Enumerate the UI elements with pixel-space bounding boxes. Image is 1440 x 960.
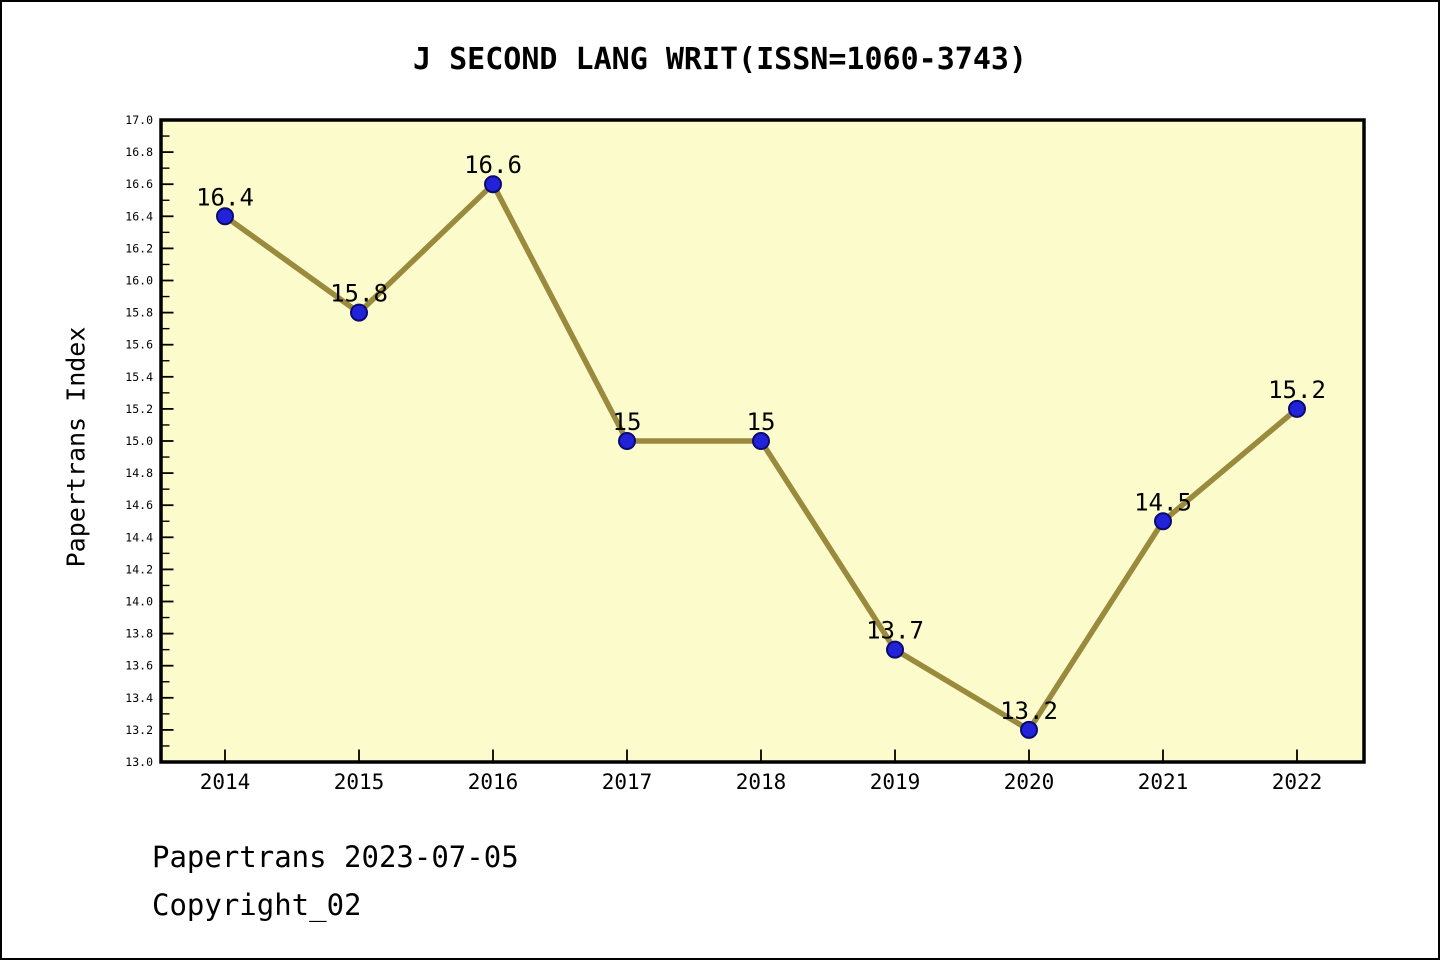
data-point-label: 16.6 <box>464 151 522 179</box>
x-tick-label: 2022 <box>1272 770 1323 794</box>
data-point-label: 15.8 <box>330 280 388 308</box>
x-tick-label: 2019 <box>870 770 921 794</box>
x-tick-label: 2021 <box>1138 770 1189 794</box>
data-point-label: 15.2 <box>1268 376 1326 404</box>
x-tick-label: 2015 <box>334 770 385 794</box>
y-tick-label: 15.0 <box>125 434 153 448</box>
y-tick-label: 14.8 <box>125 466 153 480</box>
y-tick-label: 15.6 <box>125 338 153 352</box>
x-tick-label: 2014 <box>200 770 251 794</box>
data-point-marker <box>350 303 368 322</box>
data-point-marker <box>484 175 502 194</box>
data-point-label: 15 <box>747 408 776 436</box>
data-point-marker <box>216 207 234 226</box>
data-point-marker <box>1288 399 1306 418</box>
y-tick-label: 13.2 <box>125 723 153 737</box>
y-tick-label: 13.0 <box>125 755 153 769</box>
y-tick-label: 13.8 <box>125 627 153 641</box>
y-tick-label: 15.2 <box>125 402 153 416</box>
axes-frame <box>159 118 1366 764</box>
y-tick-label: 16.4 <box>125 209 153 223</box>
chart-title: J SECOND LANG WRIT(ISSN=1060-3743) <box>412 42 1028 77</box>
x-tick-label: 2016 <box>468 770 519 794</box>
data-point-label: 13.2 <box>1000 697 1058 725</box>
x-tick-label: 2018 <box>736 770 787 794</box>
y-tick-label: 15.4 <box>125 370 153 384</box>
data-point-marker <box>752 432 770 450</box>
y-tick-label: 14.6 <box>125 498 153 512</box>
data-point-marker <box>886 640 904 659</box>
y-tick-label: 16.0 <box>125 274 153 288</box>
data-point-label: 16.4 <box>196 183 254 211</box>
y-tick-label: 17.0 <box>125 113 153 127</box>
y-tick-label: 16.2 <box>125 241 153 255</box>
data-point-label: 14.5 <box>1134 488 1192 516</box>
data-point-label: 15 <box>613 408 642 436</box>
y-tick-label: 14.0 <box>125 595 153 609</box>
y-tick-label: 14.4 <box>125 530 153 544</box>
data-point-marker <box>1154 512 1172 531</box>
y-tick-label: 16.8 <box>125 145 153 159</box>
y-tick-label: 13.4 <box>125 691 153 705</box>
y-tick-label: 14.2 <box>125 562 153 576</box>
footer-copyright: Copyright_02 <box>152 888 362 922</box>
data-point-marker <box>1020 720 1038 739</box>
data-point-marker <box>618 432 636 450</box>
x-tick-label: 2017 <box>602 770 653 794</box>
footer-date: Papertrans 2023-07-05 <box>152 840 519 874</box>
y-tick-label: 15.8 <box>125 306 153 320</box>
data-point-label: 13.7 <box>866 617 924 645</box>
y-tick-label: 16.6 <box>125 177 153 191</box>
x-tick-label: 2020 <box>1004 770 1055 794</box>
y-tick-label: 13.6 <box>125 659 153 673</box>
